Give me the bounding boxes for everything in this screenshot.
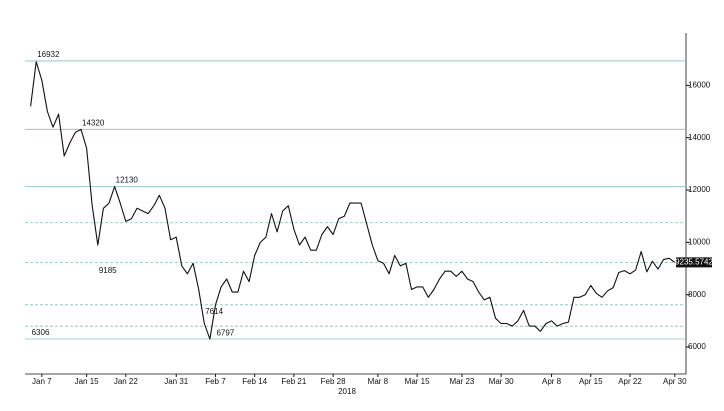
x-tick-label: Apr 15: [579, 377, 603, 386]
y-tick-label: 16000: [688, 80, 711, 89]
last-value-box: [676, 257, 712, 268]
x-tick-label: Feb 7: [205, 377, 226, 386]
x-tick-label: Apr 30: [663, 377, 687, 386]
annotation: 12130: [116, 176, 139, 185]
annotation: 14320: [82, 118, 105, 127]
x-tick-label: Jan 22: [114, 377, 139, 386]
last-value-label: 9235.5742: [675, 257, 713, 266]
x-axis-label: 2018: [338, 387, 356, 396]
x-tick-label: Feb 28: [321, 377, 346, 386]
annotation: 7614: [205, 307, 223, 316]
x-tick-label: Jan 7: [32, 377, 52, 386]
price-line: [30, 61, 676, 340]
y-tick-label: 14000: [688, 133, 711, 142]
x-tick-label: Mar 15: [405, 377, 430, 386]
y-tick-label: 6000: [688, 342, 706, 351]
y-tick-label: 12000: [688, 185, 711, 194]
x-tick-label: Mar 8: [368, 377, 389, 386]
x-tick-label: Apr 22: [618, 377, 642, 386]
y-tick-label: 8000: [688, 290, 706, 299]
x-tick-label: Jan 31: [164, 377, 189, 386]
annotation: 9185: [99, 266, 117, 275]
x-tick-label: Apr 8: [542, 377, 562, 386]
annotation: 6797: [216, 328, 234, 337]
annotation: 6306: [32, 328, 50, 337]
x-tick-label: Mar 23: [449, 377, 474, 386]
y-tick-label: 10000: [688, 237, 711, 246]
annotation: 16932: [37, 50, 60, 59]
x-tick-label: Feb 14: [242, 377, 267, 386]
x-tick-label: Jan 15: [75, 377, 100, 386]
x-tick-label: Feb 21: [281, 377, 306, 386]
x-tick-label: Mar 30: [489, 377, 514, 386]
